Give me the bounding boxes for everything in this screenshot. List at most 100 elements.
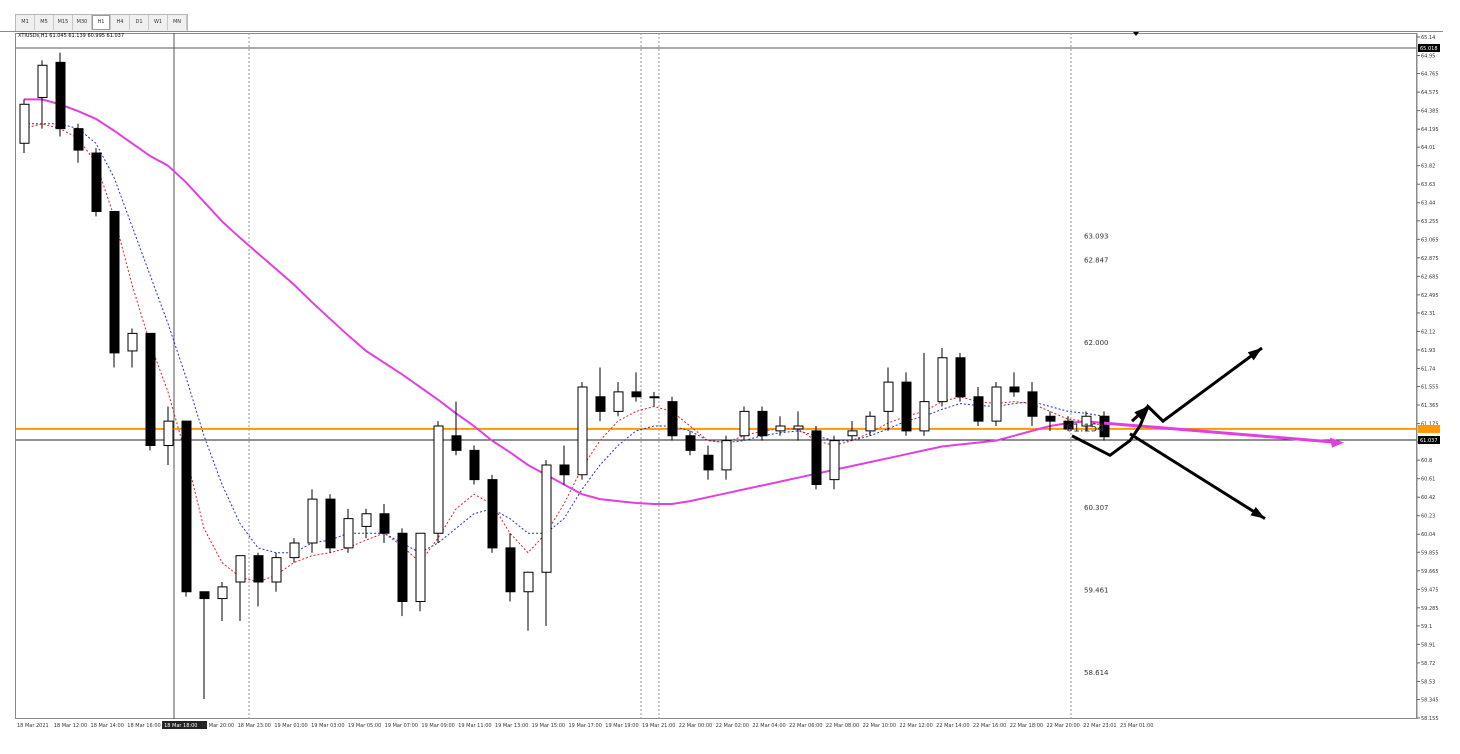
y-tick-label: 59.855 (1421, 550, 1439, 556)
x-tick-label: 22 Mar 14:00 (936, 723, 969, 729)
y-tick-label: 59.475 (1421, 587, 1439, 593)
candle (91, 148, 102, 217)
orange-level-tag (1418, 424, 1440, 433)
y-tick-label: 59.285 (1421, 606, 1439, 612)
magenta-projection-line[interactable] (1103, 421, 1341, 445)
candle (1063, 416, 1074, 431)
candle (325, 494, 336, 553)
level-annotation: 62.847 (1084, 257, 1109, 265)
candle (235, 555, 246, 621)
top-price-tag (1418, 44, 1440, 52)
small-up-arrow-head-icon (1134, 406, 1148, 420)
x-tick-label: 19 Mar 13:00 (495, 723, 528, 729)
candle (19, 99, 30, 154)
level-annotation: 60.307 (1084, 504, 1109, 512)
chart-shift-marker-icon[interactable] (1133, 32, 1139, 36)
timeframe-button-m15[interactable]: M15 (54, 15, 73, 30)
y-tick-label: 64.01 (1421, 145, 1435, 151)
candle (37, 60, 48, 129)
y-tick-label: 61.93 (1421, 348, 1435, 354)
candle (253, 552, 264, 607)
y-tick-label: 60.04 (1421, 532, 1435, 538)
candle (631, 372, 642, 402)
timeframe-button-m30[interactable]: M30 (73, 15, 92, 30)
candle (685, 430, 696, 456)
candle (541, 460, 552, 626)
x-tick-label: 18 Mar 16:00 (127, 723, 160, 729)
candle (415, 532, 426, 612)
candle (865, 411, 876, 436)
magenta-arrowhead-icon (1330, 437, 1344, 448)
candle (973, 387, 984, 427)
x-tick-label: 22 Mar 00:00 (679, 723, 712, 729)
candle (667, 396, 678, 441)
x-tick-label: 19 Mar 17:00 (569, 723, 602, 729)
candle (127, 328, 138, 368)
candle (559, 445, 570, 485)
candle (73, 123, 84, 163)
timeframe-button-d1[interactable]: D1 (130, 15, 149, 30)
candle (1045, 411, 1056, 431)
x-highlight-tag (162, 721, 208, 729)
candle (307, 489, 318, 553)
bearish-scenario-arrow-head-icon (1250, 506, 1265, 519)
candle (703, 445, 714, 480)
candle (163, 406, 174, 466)
y-tick-label: 61.74 (1421, 366, 1435, 372)
bearish-scenario-arrow[interactable] (1129, 432, 1266, 520)
y-tick-label: 60.8 (1421, 458, 1432, 464)
x-tick-label: 19 Mar 19:00 (605, 723, 638, 729)
current-price-tag-label: 61.037 (1420, 438, 1438, 444)
y-tick-label: 62.495 (1421, 293, 1439, 299)
x-tick-label: 22 Mar 04:00 (752, 723, 785, 729)
timeframe-button-h4[interactable]: H4 (111, 15, 130, 30)
candle (271, 552, 282, 592)
candle (55, 52, 66, 137)
candle (361, 508, 372, 539)
y-tick-label: 63.255 (1421, 219, 1439, 225)
y-tick-label: 62.875 (1421, 256, 1439, 262)
level-annotation: 58.614 (1084, 669, 1109, 677)
candle (1099, 411, 1110, 441)
x-tick-label: 22 Mar 18:00 (1010, 723, 1043, 729)
candle (811, 426, 822, 490)
candle (451, 401, 462, 456)
timeframe-button-w1[interactable]: W1 (149, 15, 168, 30)
timeframe-button-h1[interactable]: H1 (92, 15, 111, 30)
y-tick-label: 58.91 (1421, 642, 1435, 648)
candle (1027, 382, 1038, 427)
candle (217, 581, 228, 621)
timeframe-button-mn[interactable]: MN (168, 15, 187, 30)
ma-fast-red-line (23, 123, 1105, 583)
candle (397, 528, 408, 617)
candle (613, 382, 624, 417)
x-tick-label: 18 Mar 18:00 (164, 723, 197, 729)
candle (757, 406, 768, 441)
candle (289, 538, 300, 563)
y-tick-label: 58.72 (1421, 661, 1435, 667)
candle (793, 411, 804, 441)
x-tick-label: 22 Mar 08:00 (826, 723, 859, 729)
y-tick-label: 63.82 (1421, 164, 1435, 170)
candle (919, 352, 930, 436)
timeframe-button-m5[interactable]: M5 (35, 15, 54, 30)
y-tick-label: 63.44 (1421, 201, 1435, 207)
y-tick-label: 60.61 (1421, 477, 1435, 483)
candle (1009, 372, 1020, 397)
candle (829, 435, 840, 490)
candle (487, 474, 498, 553)
y-tick-label: 64.385 (1421, 109, 1439, 115)
x-tick-label: 19 Mar 15:00 (532, 723, 565, 729)
x-tick-label: 22 Mar 10:00 (863, 723, 896, 729)
x-tick-label: 22 Mar 06:00 (789, 723, 822, 729)
timeframe-button-m1[interactable]: M1 (16, 15, 35, 30)
candle (883, 367, 894, 431)
x-tick-label: 18 Mar 20:00 (201, 723, 234, 729)
top-price-tag-label: 65.018 (1420, 46, 1438, 52)
x-tick-label: 19 Mar 11:00 (458, 723, 491, 729)
bullish-scenario-arrow[interactable] (1071, 346, 1263, 458)
x-tick-label: 19 Mar 07:00 (385, 723, 418, 729)
x-tick-label: 23 Mar 01:00 (1120, 723, 1153, 729)
candle (775, 416, 786, 436)
